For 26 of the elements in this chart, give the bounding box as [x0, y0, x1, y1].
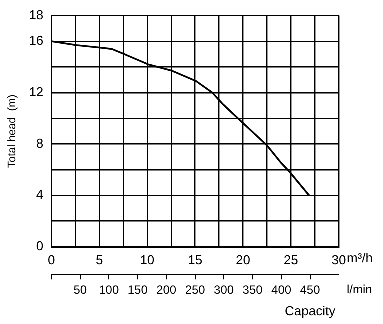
- y-tick-label: 12: [29, 84, 44, 100]
- x-tick-label: 25: [284, 252, 298, 268]
- y-tick-label: 4: [36, 187, 44, 202]
- x2-tick-label: 400: [272, 283, 292, 298]
- x-tick-label: 0: [48, 252, 56, 268]
- x-tick-label: 15: [188, 252, 203, 268]
- y-tick-label: 8: [36, 136, 44, 151]
- y-axis-title: Total head (m): [6, 94, 19, 168]
- y-tick-label: 18: [29, 7, 44, 22]
- x-tick-label: 10: [140, 252, 155, 268]
- x2-tick-label: 250: [185, 283, 206, 298]
- x-tick-label: 5: [96, 252, 104, 268]
- x2-tick-label: 300: [214, 283, 234, 298]
- x2-tick-label: 350: [242, 283, 264, 298]
- x2-tick-label: 150: [128, 283, 148, 298]
- y-tick-label: 16: [29, 33, 44, 48]
- x2-tick-label: 450: [300, 283, 321, 298]
- text: Capacity: [284, 304, 336, 319]
- x2-tick-label: 100: [99, 283, 120, 298]
- x-axis-title: m³/h: [347, 250, 373, 266]
- x-tick-label: 20: [236, 252, 250, 268]
- x2-axis-title: l/min: [347, 282, 372, 296]
- x2-tick-label: 200: [156, 283, 177, 298]
- x2-tick-label: 50: [74, 283, 88, 298]
- y-tick-label: 0: [36, 238, 44, 254]
- x-tick-label: 30: [332, 252, 346, 268]
